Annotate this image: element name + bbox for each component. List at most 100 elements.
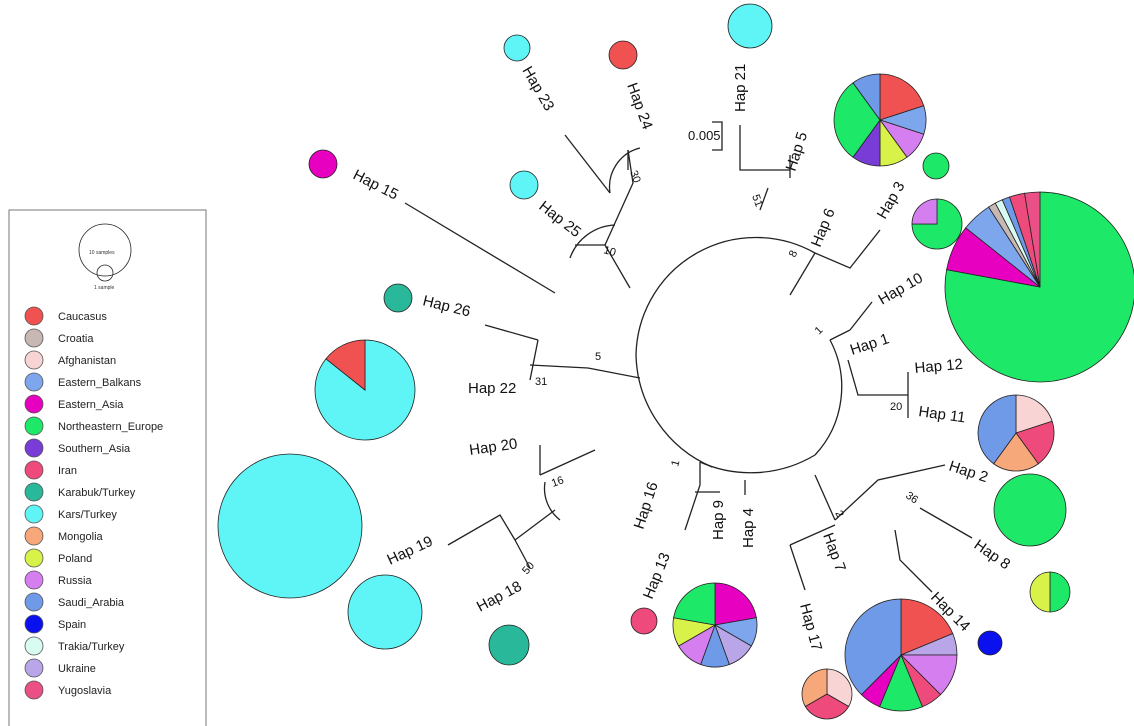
legend-item: Southern_Asia [24, 438, 131, 458]
label-hap23: Hap 23 [519, 64, 558, 114]
legend-swatch [24, 592, 44, 612]
legend-label: Eastern_Balkans [58, 377, 142, 389]
legend-swatch [24, 438, 44, 458]
legend-swatch [24, 680, 44, 700]
legend-swatch [24, 614, 44, 634]
branch-node5b [587, 367, 641, 379]
support-value-6: 1 [669, 459, 682, 468]
pie-slice-hap11-2 [993, 432, 1039, 472]
pie-slice-hap19-0 [217, 453, 363, 599]
support-value-7: 51 [749, 193, 764, 209]
legend-swatch [24, 350, 44, 370]
legend-label: Kars/Turkey [58, 509, 117, 521]
branch-node36 [834, 464, 946, 521]
label-hap26: Hap 26 [421, 292, 472, 320]
pie-slice-hap49pie-0 [714, 582, 757, 626]
right-arc [814, 339, 843, 456]
pie-slice-hap22-1 [325, 339, 366, 391]
label-hap9: Hap 9 [710, 500, 727, 540]
pie-hap22 [314, 339, 416, 441]
support-value-0: 30 [627, 169, 642, 185]
branch-node16 [539, 449, 596, 476]
legend-item: Afghanistan [24, 350, 116, 370]
branch-node2 [814, 474, 836, 521]
pie-slice-hap17-0 [826, 668, 853, 708]
pie-slice-hap17-1 [804, 693, 850, 720]
legend-label: Caucasus [58, 311, 107, 323]
legend-swatch [24, 394, 44, 414]
pie-slice-hap3-0 [911, 198, 963, 250]
branch-hap14 [894, 529, 933, 593]
pie-hap24 [608, 40, 638, 70]
legend-label: Croatia [58, 333, 94, 345]
legend-swatch [24, 328, 44, 348]
legend-size-large [78, 223, 132, 277]
legend-swatch [24, 636, 44, 656]
legend-item: Eastern_Balkans [24, 372, 142, 392]
legend-item: Iran [24, 460, 77, 480]
pie-hap21 [727, 3, 773, 49]
branch-hap7 [789, 524, 836, 546]
legend-item: Croatia [24, 328, 94, 348]
pie-slice-hap25-0 [509, 170, 539, 200]
legend-item: Eastern_Asia [24, 394, 124, 414]
pie-hap17 [801, 668, 853, 720]
branch-hap12-11 [847, 359, 908, 396]
label-hap16: Hap 16 [631, 480, 662, 531]
pie-slice-hap3-1 [911, 198, 938, 225]
support-value-4: 16 [550, 474, 566, 489]
haplotype-pies [217, 3, 1134, 720]
label-hap19: Hap 19 [385, 533, 436, 569]
legend-swatch [24, 416, 44, 436]
arc-10 [569, 224, 616, 259]
legend-label: Yugoslavia [58, 685, 112, 697]
pie-slice-hap6-5 [833, 82, 881, 158]
legend-label: Afghanistan [58, 355, 116, 367]
legend-swatch [24, 548, 44, 568]
branch-hap21 [739, 125, 790, 171]
label-hap4: Hap 4 [740, 508, 757, 548]
pie-hap15 [308, 149, 338, 179]
legend-label: Poland [58, 553, 92, 565]
legend-swatch [24, 372, 44, 392]
label-hap2: Hap 2 [947, 458, 990, 487]
support-value-1: 10 [602, 244, 617, 259]
pie-slice-hap11-1 [1015, 420, 1055, 465]
tree-branches [404, 125, 973, 593]
branch-hap8 [919, 507, 973, 539]
branch-hap16 [684, 462, 701, 531]
legend-item: Northeastern_Europe [24, 416, 163, 436]
legend-label: Eastern_Asia [58, 399, 124, 411]
legend-swatch [24, 306, 44, 326]
label-hap22: Hap 22 [468, 380, 516, 397]
pie-slice-hap7-0 [900, 598, 954, 656]
legend-label: Ukraine [58, 663, 96, 675]
pie-hap49pie [672, 582, 758, 668]
branch-node50 [514, 509, 556, 541]
pie-slice-hap1-7 [1024, 191, 1041, 288]
pie-slice-hap11-0 [1015, 394, 1053, 434]
legend-item: Karabuk/Turkey [24, 482, 136, 502]
support-value-12: 2 [832, 509, 845, 520]
legend-size-large-label: 10 samples [89, 250, 115, 256]
branch-node51 [759, 187, 769, 211]
label-hap5: Hap 5 [783, 130, 812, 173]
pie-slice-hap6-6 [852, 73, 881, 122]
pie-hap14 [977, 630, 1003, 656]
branch-hap23 [564, 134, 611, 194]
pie-hap23 [503, 34, 531, 62]
pie-slice-hap11-3 [977, 394, 1017, 465]
pie-slice-hap6-0 [879, 73, 925, 121]
branch-hap17 [789, 544, 806, 591]
scale-bar-label: 0.005 [688, 128, 721, 143]
branch-hap1 [829, 329, 851, 341]
pie-slice-hap14-0 [977, 630, 1003, 656]
legend-size-small-label: 1 sample [94, 285, 115, 291]
branch-node30 [604, 149, 634, 246]
pie-slice-hap18-0 [488, 624, 530, 666]
legend-label: Karabuk/Turkey [58, 487, 136, 499]
legend-item: Yugoslavia [24, 680, 112, 700]
label-hap6: Hap 6 [808, 206, 839, 249]
pie-slice-hap8-0 [1049, 571, 1071, 613]
